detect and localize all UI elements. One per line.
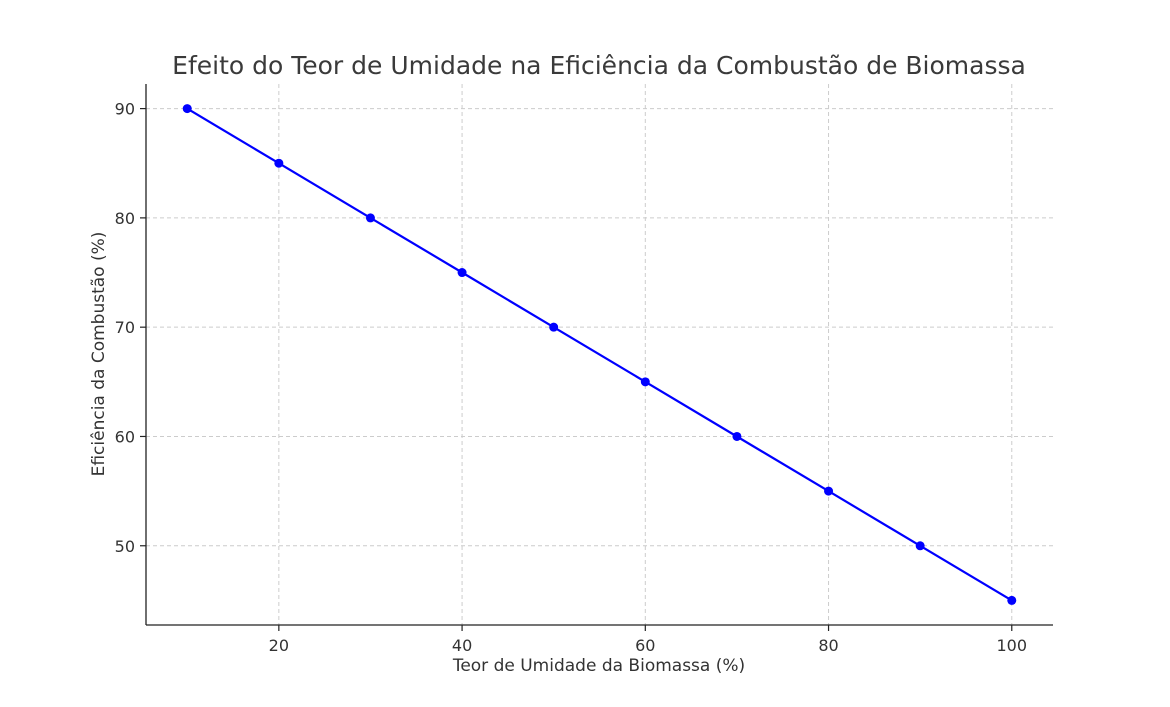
y-axis-label: Eficiência da Combustão (%) <box>89 232 109 477</box>
data-point <box>365 213 375 223</box>
data-point <box>182 104 192 114</box>
y-tick-label: 50 <box>115 537 135 556</box>
data-point <box>732 431 742 441</box>
x-axis-label: Teor de Umidade da Biomassa (%) <box>452 656 745 676</box>
data-point <box>915 541 925 551</box>
y-tick-label: 80 <box>115 209 135 228</box>
x-tick-label: 40 <box>452 636 472 655</box>
chart-title: Efeito do Teor de Umidade na Eficiência … <box>172 51 1026 80</box>
x-tick-label: 100 <box>996 636 1027 655</box>
data-point <box>457 268 467 278</box>
data-point <box>549 322 559 332</box>
data-point <box>274 158 284 168</box>
data-point <box>1007 595 1017 605</box>
x-tick-label: 60 <box>635 636 655 655</box>
y-tick-label: 90 <box>115 100 135 119</box>
x-tick-label: 80 <box>818 636 838 655</box>
x-tick-label: 20 <box>269 636 289 655</box>
y-tick-label: 70 <box>115 318 135 337</box>
y-tick-label: 60 <box>115 427 135 446</box>
data-point <box>640 377 650 387</box>
series-line <box>186 107 1013 602</box>
gridlines <box>146 84 1053 625</box>
series-layer <box>182 104 1017 605</box>
axes: 20 40 60 80 100 50 60 70 80 90 <box>115 84 1053 655</box>
data-point <box>824 486 834 496</box>
